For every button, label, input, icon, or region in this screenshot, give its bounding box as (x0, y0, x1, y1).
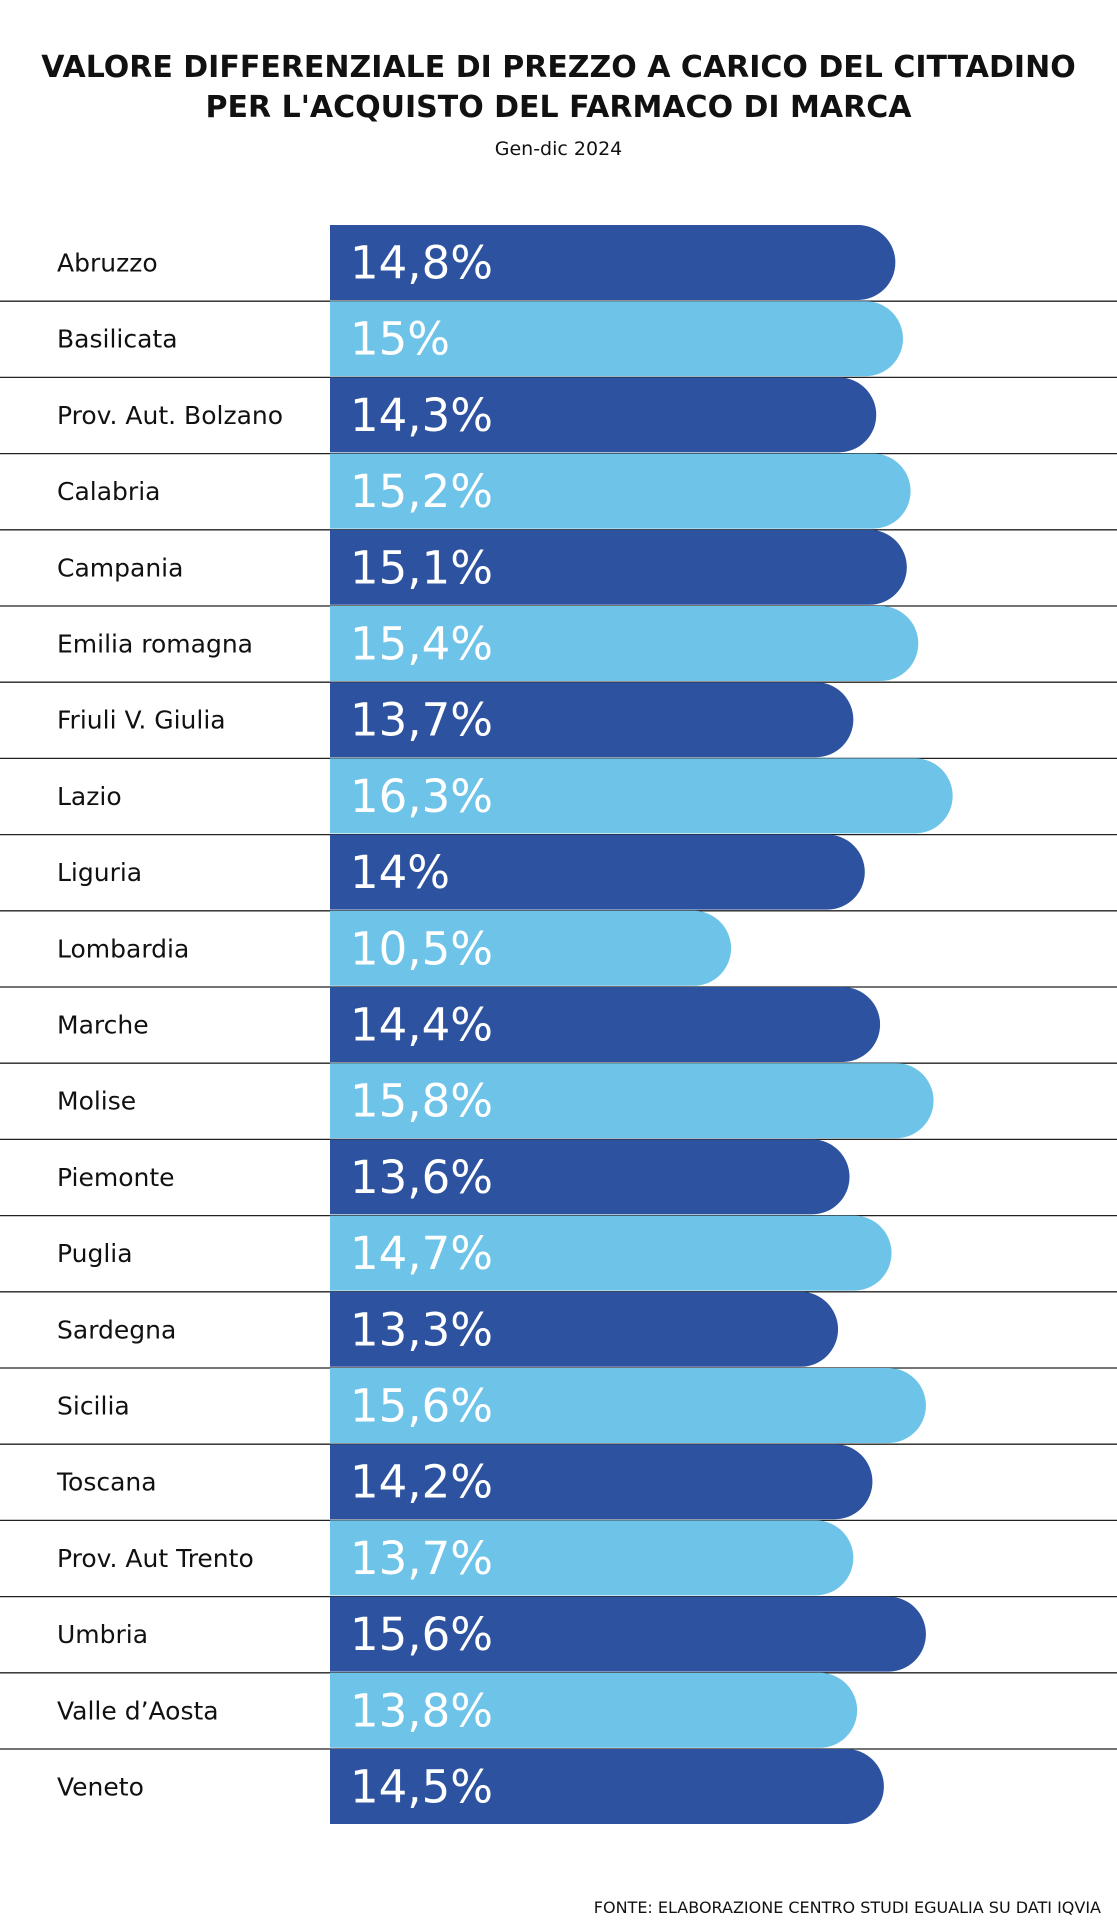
region-label: Prov. Aut. Bolzano (57, 401, 283, 430)
bar (330, 1139, 850, 1215)
region-label: Prov. Aut Trento (57, 1544, 254, 1573)
value-label: 15,6% (350, 1608, 493, 1661)
bar (330, 453, 911, 529)
value-label: 14,7% (350, 1227, 493, 1280)
value-label: 14,4% (350, 999, 493, 1052)
region-label: Emilia romagna (57, 630, 253, 659)
value-label: 14,3% (350, 389, 493, 442)
region-label: Umbria (57, 1620, 148, 1649)
chart-title-line-2: PER L'ACQUISTO DEL FARMACO DI MARCA (205, 90, 912, 125)
region-label: Sardegna (57, 1315, 176, 1344)
bar (330, 377, 877, 453)
value-label: 15,8% (350, 1075, 493, 1128)
region-label: Piemonte (57, 1163, 175, 1192)
bar-row: Emilia romagna 15,4% (0, 606, 1117, 683)
value-label: 15% (350, 313, 450, 366)
bar-row: Prov. Aut Trento 13,7% (0, 1520, 1117, 1598)
value-label: 14% (350, 846, 450, 899)
bar-row: Friuli V. Giulia 13,7% (0, 682, 1117, 760)
value-label: 13,8% (350, 1684, 493, 1737)
region-label: Sicilia (57, 1392, 130, 1421)
bar-row: Sardegna 13,3% (0, 1291, 1117, 1369)
bar (330, 606, 919, 681)
bar (330, 987, 881, 1062)
bar (330, 758, 953, 834)
region-label: Toscana (56, 1468, 157, 1497)
region-label: Marche (57, 1011, 149, 1040)
bar (330, 910, 732, 986)
value-label: 14,5% (350, 1761, 493, 1814)
value-label: 15,2% (350, 465, 493, 518)
bar-row: Sicilia 15,6% (0, 1368, 1117, 1445)
bar (330, 1749, 884, 1824)
bar (330, 834, 865, 910)
bar-row: Umbria 15,6% (0, 1596, 1117, 1674)
value-label: 10,5% (350, 922, 493, 975)
bar (330, 1063, 934, 1139)
bar-row: Lombardia 10,5% (0, 910, 1117, 988)
bar-row: Veneto 14,5% (57, 1749, 884, 1824)
chart-title-line-1: VALORE DIFFERENZIALE DI PREZZO A CARICO … (41, 50, 1076, 85)
region-label: Friuli V. Giulia (57, 706, 226, 735)
bar (330, 1672, 858, 1748)
bar-row: Liguria 14% (0, 834, 1117, 912)
region-label: Abruzzo (57, 249, 158, 278)
region-label: Lombardia (57, 934, 189, 963)
region-label: Veneto (57, 1773, 144, 1802)
region-label: Liguria (57, 858, 142, 887)
region-label: Basilicata (57, 325, 178, 354)
bar-row: Valle d’Aosta 13,8% (0, 1672, 1117, 1750)
bar-row: Prov. Aut. Bolzano 14,3% (0, 377, 1117, 455)
bar-row: Campania 15,1% (0, 529, 1117, 607)
bar-row: Abruzzo 14,8% (0, 225, 1117, 302)
value-label: 14,2% (350, 1456, 493, 1509)
value-label: 13,7% (350, 1532, 493, 1585)
bar (330, 1215, 892, 1291)
region-label: Puglia (57, 1239, 133, 1268)
bar (330, 1368, 926, 1443)
bar (330, 301, 903, 377)
bar (330, 529, 907, 605)
bar (330, 1291, 839, 1367)
region-label: Molise (57, 1087, 136, 1116)
bar-row: Basilicata 15% (0, 301, 1117, 379)
region-label: Lazio (57, 782, 122, 811)
bar (330, 1520, 854, 1596)
bar-row: Marche 14,4% (0, 987, 1117, 1064)
value-label: 14,8% (350, 237, 493, 290)
value-label: 15,6% (350, 1380, 493, 1433)
value-label: 15,1% (350, 541, 493, 594)
bar-row: Calabria 15,2% (0, 453, 1117, 531)
region-label: Campania (57, 553, 183, 582)
source-note: FONTE: ELABORAZIONE CENTRO STUDI EGUALIA… (593, 1898, 1101, 1917)
region-label: Valle d’Aosta (57, 1696, 219, 1725)
bar (330, 225, 896, 300)
bar-row: Lazio 16,3% (0, 758, 1117, 836)
value-label: 15,4% (350, 618, 493, 671)
bar (330, 682, 854, 758)
bar-row: Molise 15,8% (0, 1063, 1117, 1141)
bar (330, 1596, 926, 1672)
bar-row: Toscana 14,2% (0, 1444, 1117, 1522)
value-label: 13,7% (350, 694, 493, 747)
value-label: 13,6% (350, 1151, 493, 1204)
value-label: 16,3% (350, 770, 493, 823)
bar-row: Piemonte 13,6% (0, 1139, 1117, 1217)
bar (330, 1444, 873, 1520)
bar-row: Puglia 14,7% (0, 1215, 1117, 1293)
chart-subtitle: Gen-dic 2024 (494, 138, 623, 160)
region-label: Calabria (57, 477, 160, 506)
value-label: 13,3% (350, 1303, 493, 1356)
chart-title: VALORE DIFFERENZIALE DI PREZZO A CARICO … (0, 48, 1117, 128)
